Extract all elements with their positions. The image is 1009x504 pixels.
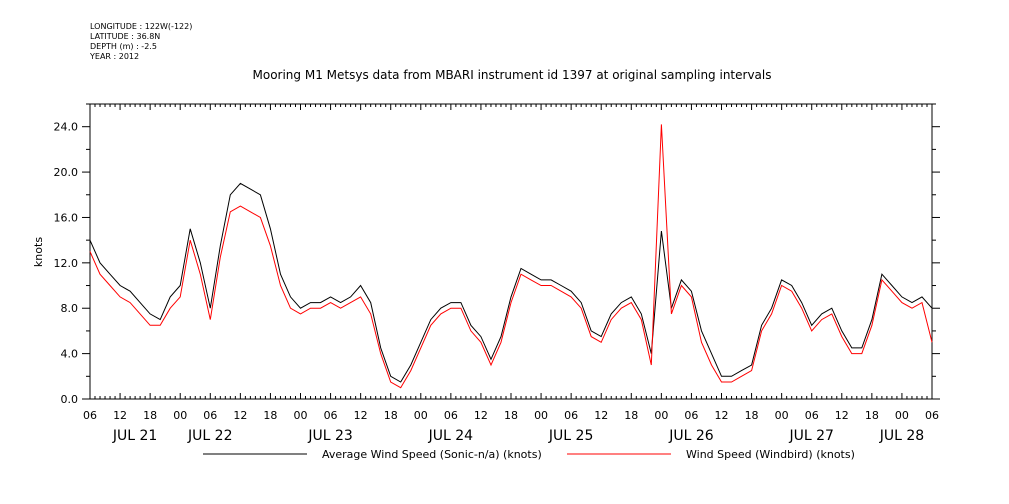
legend-label-average-wind-speed: Average Wind Speed (Sonic-n/a) (knots) [322,448,542,461]
day-label: JUL 26 [668,428,714,444]
x-tick-label: 18 [143,409,157,422]
x-tick-label: 12 [835,409,849,422]
latitude-label: LATITUDE : 36.8N [90,32,160,41]
day-label: JUL 22 [187,428,232,444]
y-tick-labels: 0.0 4.0 8.0 12.0 16.0 20.0 24.0 [54,121,79,406]
x-tick-label: 12 [113,409,127,422]
y-tick-label: 20.0 [54,166,79,179]
x-tick-label: 18 [504,409,518,422]
legend-label-windbird: Wind Speed (Windbird) (knots) [686,448,855,461]
series-line-average-wind-speed [89,182,933,383]
x-tick-label: 06 [805,409,819,422]
x-tick-label: 00 [173,409,187,422]
longitude-label: LONGITUDE : 122W(-122) [90,22,192,31]
x-tick-label: 06 [684,409,698,422]
axis-ticks [82,103,940,400]
x-tick-label: 12 [233,409,247,422]
y-tick-label: 0.0 [61,393,79,406]
y-tick-label: 12.0 [54,257,79,270]
metadata-block: LONGITUDE : 122W(-122) LATITUDE : 36.8N … [89,22,192,61]
y-tick-label: 24.0 [54,121,79,134]
day-label: JUL 24 [428,428,474,444]
year-label: YEAR : 2012 [89,52,139,61]
x-tick-label: 00 [294,409,308,422]
x-tick-label: 06 [444,409,458,422]
day-label: JUL 28 [879,428,924,444]
x-tick-label: 06 [925,409,939,422]
plot-frame [89,103,933,400]
x-tick-label: 00 [895,409,909,422]
y-axis-label: knots [32,237,45,267]
x-tick-label: 12 [594,409,608,422]
x-tick-label: 12 [715,409,729,422]
depth-label: DEPTH (m) : -2.5 [90,42,157,51]
y-tick-label: 8.0 [61,302,79,315]
x-tick-labels: 06 12 18 00 06 12 18 00 06 12 18 00 06 12 18 00 06 12 18 00… [83,409,939,422]
x-tick-label: 00 [775,409,789,422]
x-tick-label: 18 [624,409,638,422]
x-tick-label: 18 [865,409,879,422]
day-label: JUL 25 [548,428,593,444]
data-series [89,124,933,389]
day-labels: JUL 21 JUL 22 JUL 23 JUL 24 JUL 25 JUL 26 JUL … [112,428,924,444]
x-tick-label: 06 [324,409,338,422]
x-tick-label: 00 [534,409,548,422]
day-label: JUL 23 [307,428,352,444]
x-tick-label: 00 [654,409,668,422]
legend: Average Wind Speed (Sonic-n/a) (knots) W… [203,448,855,461]
x-tick-label: 18 [263,409,277,422]
y-tick-label: 16.0 [54,211,79,224]
x-tick-label: 18 [745,409,759,422]
x-tick-label: 12 [474,409,488,422]
x-tick-label: 12 [354,409,368,422]
day-label: JUL 27 [788,428,833,444]
x-tick-label: 06 [83,409,97,422]
series-line-windbird [89,124,933,389]
x-tick-label: 00 [414,409,428,422]
x-tick-label: 18 [384,409,398,422]
day-label: JUL 21 [112,428,157,444]
x-tick-label: 06 [564,409,578,422]
y-tick-label: 4.0 [61,348,79,361]
x-tick-label: 06 [203,409,217,422]
chart-title: Mooring M1 Metsys data from MBARI instru… [253,68,772,82]
